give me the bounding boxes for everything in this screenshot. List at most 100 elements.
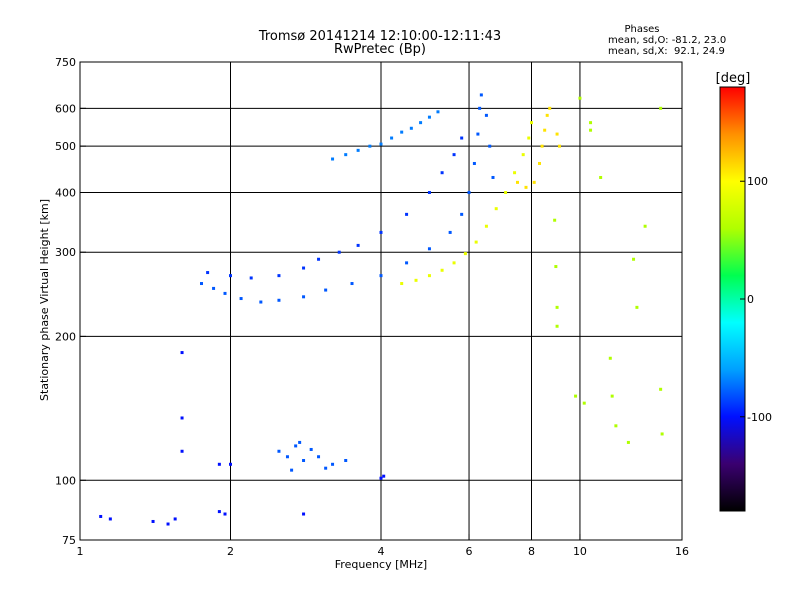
- y-axis-label: Stationary phase Virtual Height [km]: [38, 199, 51, 401]
- scatter-point: [427, 115, 431, 119]
- scatter-point: [635, 305, 639, 309]
- scatter-point: [212, 286, 216, 290]
- scatter-point: [217, 462, 221, 466]
- scatter-point: [173, 517, 177, 521]
- chart-title: Tromsø 20141214 12:10:00-12:11:43: [258, 29, 501, 44]
- scatter-point: [99, 514, 103, 518]
- scatter-point: [239, 297, 243, 301]
- scatter-point: [554, 265, 558, 269]
- scatter-point: [553, 218, 557, 222]
- x-tick-label: 1: [77, 545, 84, 558]
- scatter-point: [200, 282, 204, 286]
- scatter-point: [151, 519, 155, 523]
- scatter-point: [356, 243, 360, 247]
- scatter-point: [400, 282, 404, 286]
- scatter-point: [515, 180, 519, 184]
- scatter-point: [298, 440, 302, 444]
- scatter-point: [532, 180, 536, 184]
- scatter-point: [476, 132, 480, 136]
- scatter-point: [229, 462, 232, 466]
- scatter-point: [484, 224, 488, 228]
- scatter-point: [488, 144, 492, 148]
- scatter-point: [659, 387, 663, 391]
- scatter-point: [494, 207, 498, 211]
- y-tick-label: 75: [62, 534, 76, 547]
- scatter-point: [527, 136, 531, 140]
- scatter-point: [484, 113, 488, 117]
- scatter-points: [99, 93, 664, 526]
- scatter-point: [166, 522, 170, 526]
- scatter-point: [589, 121, 593, 125]
- scatter-point: [660, 432, 664, 436]
- scatter-point: [467, 190, 471, 194]
- scatter-point: [390, 136, 394, 140]
- grid-lines: [80, 62, 682, 540]
- scatter-point: [350, 282, 354, 286]
- y-tick-label: 400: [55, 186, 76, 199]
- scatter-point: [180, 351, 184, 355]
- scatter-point: [643, 224, 647, 228]
- scatter-point: [331, 462, 335, 466]
- scatter-point: [344, 153, 348, 157]
- scatter-point: [223, 512, 227, 516]
- scatter-point: [294, 444, 298, 448]
- scatter-point: [599, 175, 603, 179]
- scatter-point: [440, 171, 444, 175]
- y-tick-label: 600: [55, 102, 76, 115]
- scatter-point: [537, 161, 541, 165]
- scatter-point: [513, 171, 517, 175]
- scatter-point: [427, 190, 431, 194]
- scatter-point: [582, 401, 586, 405]
- scatter-point: [463, 252, 467, 256]
- scatter-point: [309, 447, 313, 451]
- stats-line-o: mean, sd,O: -81.2, 23.0: [608, 35, 726, 46]
- scatter-point: [337, 250, 341, 254]
- scatter-point: [302, 512, 306, 516]
- scatter-point: [302, 295, 306, 299]
- y-axis-ticks: 75 100 200 300 400 500 600 750: [55, 56, 86, 547]
- x-tick-label: 10: [573, 545, 587, 558]
- scatter-point: [555, 132, 559, 136]
- scatter-point: [479, 93, 483, 97]
- scatter-point: [302, 266, 306, 270]
- scatter-point: [589, 128, 593, 132]
- x-axis-ticks: 1 2 4 6 8 10 16: [77, 534, 689, 558]
- scatter-point: [277, 298, 281, 302]
- scatter-point: [524, 185, 528, 189]
- x-tick-label: 8: [528, 545, 535, 558]
- scatter-point: [548, 106, 552, 110]
- scatter-point: [504, 190, 508, 194]
- scatter-point: [540, 144, 544, 148]
- scatter-point: [448, 230, 452, 234]
- scatter-point: [530, 121, 533, 125]
- x-tick-label: 4: [378, 545, 385, 558]
- colorbar-ticks: 100 0 -100: [740, 175, 772, 424]
- scatter-point: [331, 157, 335, 161]
- scatter-point: [521, 153, 525, 157]
- scatter-point: [427, 274, 431, 278]
- chart-subtitle: RwPretec (Bp): [334, 42, 426, 57]
- scatter-point: [610, 394, 614, 398]
- scatter-point: [324, 288, 328, 292]
- y-tick-label: 500: [55, 140, 76, 153]
- scatter-point: [419, 121, 423, 125]
- scatter-point: [379, 476, 383, 480]
- scatter-point: [356, 148, 360, 152]
- scatter-point: [259, 300, 263, 304]
- scatter-point: [277, 274, 281, 278]
- scatter-point: [324, 466, 328, 470]
- scatter-point: [302, 458, 306, 462]
- scatter-point: [574, 394, 578, 398]
- scatter-point: [555, 324, 559, 328]
- scatter-point: [206, 271, 210, 275]
- scatter-point: [379, 274, 383, 278]
- scatter-point: [180, 449, 184, 453]
- scatter-point: [543, 128, 547, 132]
- scatter-point: [277, 449, 281, 453]
- scatter-point: [290, 468, 294, 472]
- colorbar-tick-label: 0: [747, 293, 754, 306]
- scatter-point: [474, 240, 478, 244]
- scatter-point: [632, 257, 636, 261]
- colorbar-tick-label: -100: [747, 411, 772, 424]
- scatter-point: [405, 212, 409, 216]
